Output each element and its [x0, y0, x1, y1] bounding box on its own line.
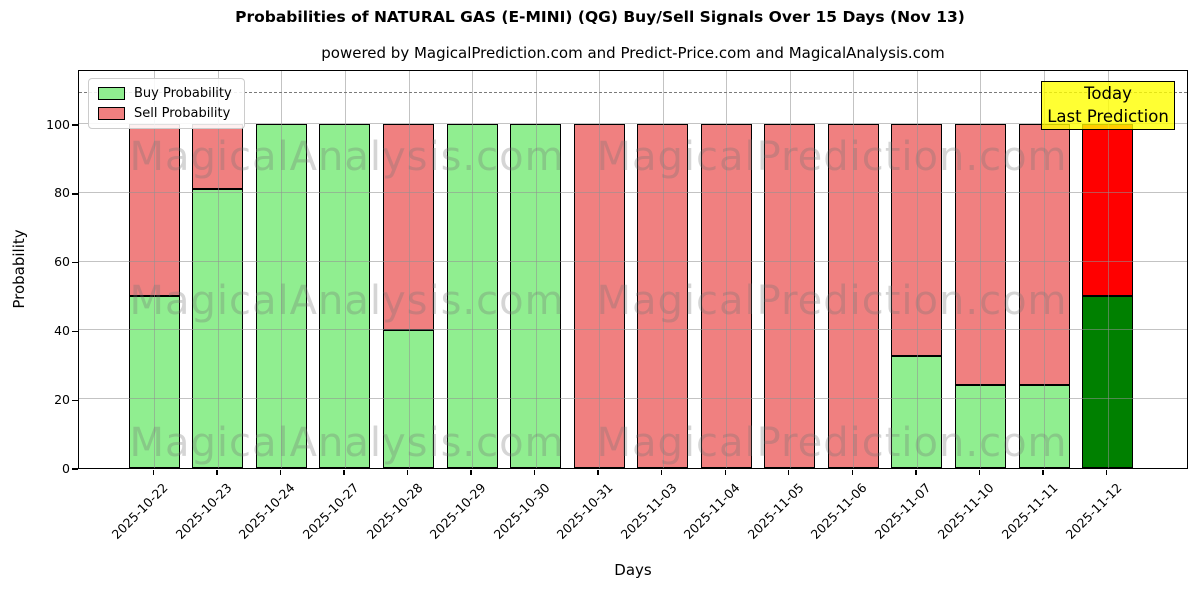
y-tick-label-20: 20: [54, 391, 70, 407]
x-tick-label-2025-11-06: 2025-11-06: [807, 480, 870, 542]
legend: Buy Probability Sell Probability: [88, 78, 245, 129]
v-gridline-2025-10-31: [599, 71, 601, 468]
v-gridline-2025-10-27: [344, 71, 346, 468]
y-tick-mark-60: [72, 261, 78, 264]
y-tick-label-0: 0: [62, 460, 70, 476]
x-tick-label-2025-10-24: 2025-10-24: [236, 480, 298, 542]
y-tick-label-40: 40: [54, 322, 70, 338]
legend-item-buy: Buy Probability: [98, 86, 232, 101]
watermark-left-row2: MagicalAnalysis.com: [129, 278, 565, 324]
watermark-left-row3: MagicalAnalysis.com: [129, 420, 565, 466]
x-tick-mark-2025-11-06: [851, 470, 854, 475]
legend-item-sell: Sell Probability: [98, 106, 232, 121]
x-tick-mark-2025-10-23: [216, 470, 218, 475]
x-tick-mark-2025-10-30: [533, 470, 536, 475]
v-gridline-2025-11-10: [980, 71, 982, 468]
x-tick-label-2025-11-11: 2025-11-11: [998, 480, 1061, 542]
x-tick-label-2025-11-04: 2025-11-04: [680, 480, 743, 542]
h-gridline-80: [79, 191, 1187, 193]
h-gridline-40: [79, 329, 1187, 331]
y-tick-label-60: 60: [54, 254, 70, 270]
y-tick-mark-40: [72, 330, 78, 333]
x-tick-mark-2025-10-31: [597, 470, 599, 475]
watermark-left-row1: MagicalAnalysis.com: [129, 134, 565, 180]
x-tick-mark-2025-11-04: [724, 470, 726, 475]
y-tick-mark-80: [72, 193, 78, 195]
x-tick-label-2025-11-12: 2025-11-12: [1062, 480, 1125, 542]
watermark-right-row2: MagicalPrediction.com: [596, 278, 1068, 324]
v-gridline-2025-10-29: [472, 71, 474, 468]
today-annotation-line1: Today: [1084, 84, 1132, 104]
h-gridline-100: [79, 123, 1187, 125]
x-tick-label-2025-10-27: 2025-10-27: [299, 480, 362, 542]
y-tick-mark-100: [72, 124, 78, 126]
x-tick-label-2025-10-28: 2025-10-28: [363, 480, 426, 542]
buy-swatch-icon: [98, 87, 125, 100]
x-tick-mark-2025-10-24: [279, 470, 282, 475]
today-annotation-line2: Last Prediction: [1047, 106, 1169, 126]
legend-label-sell: Sell Probability: [134, 106, 231, 121]
x-tick-label-2025-11-05: 2025-11-05: [744, 480, 807, 542]
v-gridline-2025-11-11: [1044, 71, 1045, 468]
y-tick-label-100: 100: [46, 116, 70, 132]
chart-title: Probabilities of NATURAL GAS (E-MINI) (Q…: [235, 8, 965, 26]
x-tick-mark-2025-10-27: [343, 470, 345, 475]
watermark-right-row3: MagicalPrediction.com: [596, 420, 1068, 466]
x-tick-label-2025-11-07: 2025-11-07: [871, 480, 934, 542]
h-gridline-20: [79, 398, 1187, 400]
plot-area: MagicalAnalysis.com MagicalPrediction.com…: [78, 70, 1188, 469]
x-tick-label-2025-10-29: 2025-10-29: [426, 480, 489, 542]
h-gridline-60: [79, 260, 1187, 262]
y-tick-mark-20: [72, 399, 78, 401]
x-tick-mark-2025-11-11: [1042, 470, 1044, 475]
v-gridline-2025-11-05: [789, 71, 791, 468]
v-gridline-2025-11-06: [853, 71, 855, 468]
dashed-guide-line: [79, 91, 1187, 93]
x-axis-label: Days: [614, 561, 652, 579]
v-gridline-2025-11-12: [1107, 71, 1109, 468]
x-tick-label-2025-10-23: 2025-10-23: [172, 480, 235, 542]
x-tick-mark-2025-11-10: [978, 470, 981, 475]
v-gridline-2025-10-28: [408, 71, 410, 468]
v-gridline-2025-10-23: [217, 71, 219, 468]
x-tick-label-2025-10-31: 2025-10-31: [553, 480, 616, 542]
y-tick-label-80: 80: [54, 185, 70, 201]
v-gridline-2025-10-30: [535, 71, 537, 468]
x-tick-mark-2025-11-03: [661, 470, 663, 475]
y-tick-mark-0: [72, 468, 78, 470]
sell-swatch-icon: [98, 107, 125, 120]
chart-subtitle: powered by MagicalPrediction.com and Pre…: [321, 44, 945, 62]
x-tick-label-2025-10-30: 2025-10-30: [490, 480, 553, 542]
x-tick-label-2025-11-03: 2025-11-03: [617, 480, 680, 542]
x-tick-mark-2025-11-12: [1105, 470, 1108, 475]
watermark-right-row1: MagicalPrediction.com: [596, 134, 1068, 180]
x-tick-mark-2025-11-07: [915, 470, 917, 475]
x-tick-mark-2025-10-29: [470, 470, 472, 475]
today-annotation: Today Last Prediction: [1041, 81, 1175, 130]
v-gridline-2025-11-07: [916, 71, 918, 468]
x-tick-mark-2025-11-05: [788, 470, 790, 475]
v-gridline-2025-11-03: [662, 71, 664, 468]
x-tick-label-2025-10-22: 2025-10-22: [108, 480, 171, 542]
x-tick-mark-2025-10-22: [152, 470, 154, 475]
v-gridline-2025-10-22: [154, 71, 156, 468]
x-tick-label-2025-11-10: 2025-11-10: [935, 480, 998, 542]
v-gridline-2025-11-04: [726, 71, 728, 468]
legend-label-buy: Buy Probability: [134, 86, 232, 101]
v-gridline-2025-10-24: [281, 71, 283, 468]
x-tick-mark-2025-10-28: [406, 470, 409, 475]
